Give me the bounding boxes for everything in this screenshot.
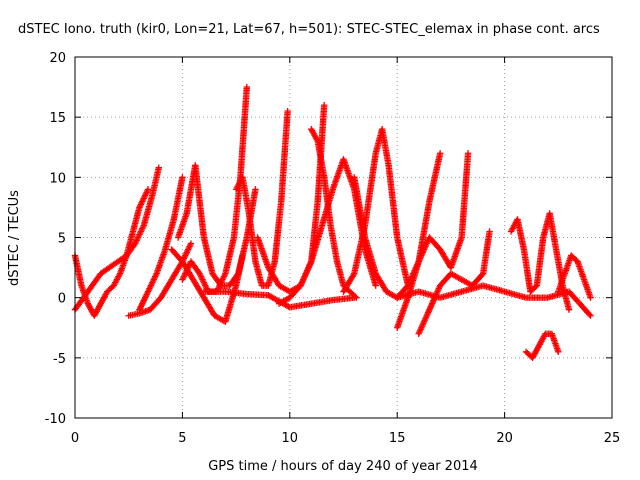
marker-stroke bbox=[284, 107, 291, 115]
data-point bbox=[155, 164, 162, 171]
marker-stroke bbox=[464, 150, 472, 157]
data-point bbox=[486, 228, 493, 235]
data-point-interp bbox=[234, 271, 241, 279]
data-point bbox=[187, 240, 195, 247]
marker-stroke bbox=[565, 306, 573, 313]
marker-stroke bbox=[586, 311, 593, 318]
marker-stroke bbox=[155, 164, 162, 171]
marker-stroke bbox=[179, 174, 186, 181]
marker-stroke bbox=[436, 150, 444, 157]
data-point bbox=[464, 150, 472, 157]
data-point bbox=[436, 150, 444, 157]
marker-stroke bbox=[187, 240, 195, 247]
data-point bbox=[587, 312, 594, 319]
data-point bbox=[144, 186, 152, 193]
marker-stroke bbox=[320, 101, 328, 109]
data-point bbox=[179, 174, 186, 181]
data-point bbox=[252, 186, 259, 193]
data-point bbox=[372, 282, 379, 289]
marker-stroke bbox=[478, 271, 486, 279]
data-point bbox=[320, 101, 328, 109]
data-point-interp bbox=[350, 271, 357, 279]
marker-stroke bbox=[353, 294, 360, 301]
marker-stroke bbox=[243, 83, 251, 91]
marker-stroke bbox=[372, 282, 379, 289]
data-point-interp bbox=[586, 311, 593, 318]
data-point bbox=[284, 107, 291, 115]
marker-stroke bbox=[486, 228, 493, 235]
marker-stroke bbox=[587, 312, 594, 319]
marker-stroke bbox=[144, 186, 152, 193]
grid-lines bbox=[75, 57, 612, 418]
data-point-interp bbox=[351, 293, 359, 300]
marker-stroke bbox=[350, 271, 357, 279]
marker-stroke bbox=[351, 293, 359, 300]
data-point bbox=[243, 83, 251, 91]
marker-stroke bbox=[252, 186, 259, 193]
data-point-interp bbox=[478, 271, 486, 279]
chart-title: dSTEC Iono. truth (kir0, Lon=21, Lat=67,… bbox=[18, 22, 600, 37]
marker-stroke bbox=[234, 271, 241, 279]
data-point bbox=[565, 306, 573, 313]
data-points bbox=[71, 83, 594, 362]
data-point bbox=[353, 294, 360, 301]
